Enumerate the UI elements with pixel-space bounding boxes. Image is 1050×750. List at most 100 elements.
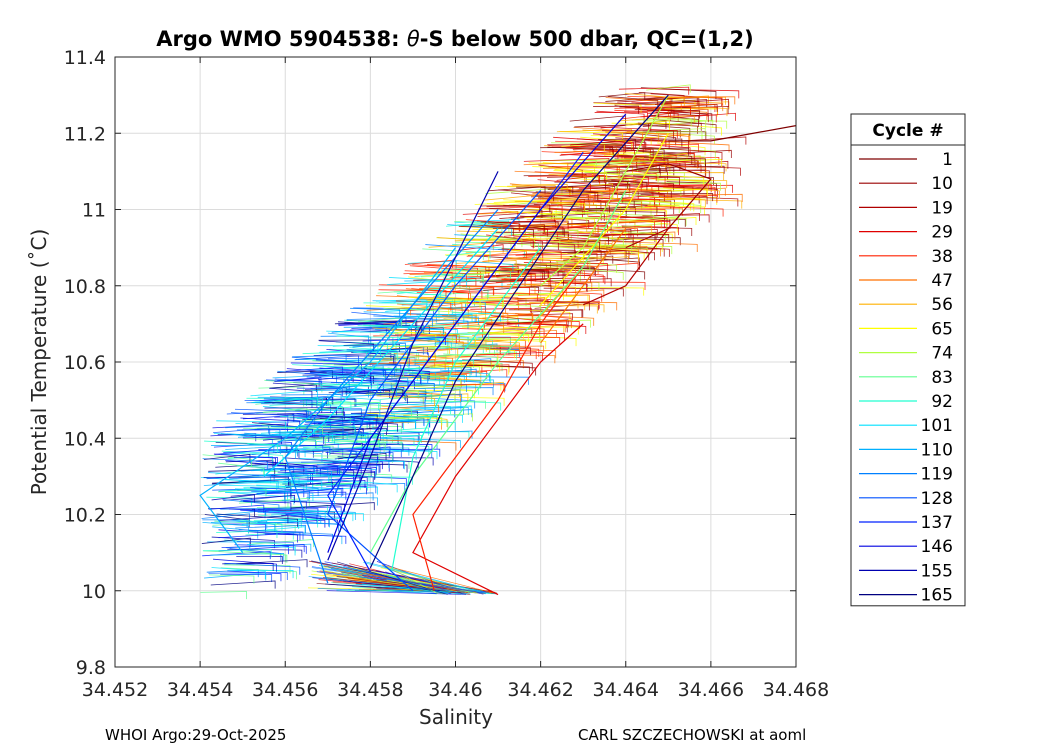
profile-segment <box>349 347 397 359</box>
profile-segment <box>408 296 481 308</box>
profile-segment <box>296 446 371 455</box>
profile-segment <box>467 331 540 343</box>
profile-segment <box>509 309 583 318</box>
profile-segment <box>236 541 294 550</box>
chart-title-prefix: Argo WMO 5904538: <box>156 27 407 51</box>
profile-segment <box>209 574 255 584</box>
profile-segment <box>427 337 487 346</box>
profile-segment <box>483 284 552 293</box>
profile-segment <box>287 513 364 522</box>
profile-segment <box>598 247 665 257</box>
profile-segment <box>202 519 248 528</box>
legend-label-165: 165 <box>921 586 953 606</box>
profile-segment <box>421 274 483 283</box>
profile-segment <box>514 263 595 276</box>
profile-segment <box>353 351 399 361</box>
profile-segment <box>403 393 463 402</box>
y-tick-label: 10.6 <box>64 352 106 374</box>
profile-segment <box>316 467 377 476</box>
profile-segment <box>290 502 375 511</box>
profile-segment <box>359 372 429 382</box>
profile-segment <box>640 114 717 123</box>
profile-segment <box>652 118 717 133</box>
profile-segment <box>634 147 716 159</box>
profile-segment <box>625 120 670 129</box>
series-line-101 <box>263 228 499 477</box>
series-line-65 <box>540 132 669 306</box>
profile-segment <box>507 320 567 329</box>
profile-segment <box>593 126 678 139</box>
legend-label-110: 110 <box>921 440 953 460</box>
profile-segment <box>235 524 306 533</box>
legend-label-10: 10 <box>931 174 953 194</box>
y-tick-label: 10 <box>82 581 106 603</box>
profile-segment <box>423 268 496 277</box>
profile-segment <box>554 181 606 190</box>
chart-title: Argo WMO 5904538: θ-S below 500 dbar, QC… <box>156 27 753 51</box>
profile-segment <box>661 182 721 191</box>
profile-segment <box>348 450 394 461</box>
profile-segment <box>590 134 652 146</box>
profile-segment <box>523 162 569 171</box>
profile-segment <box>609 147 654 157</box>
profile-segment <box>238 529 304 540</box>
axis-ticks: 34.452 34.454 34.456 34.458 34.46 34.462 34.46… <box>64 47 830 701</box>
profile-segment <box>514 170 585 183</box>
profile-segment <box>233 456 278 466</box>
profile-segment <box>461 326 524 340</box>
profile-segment <box>203 453 251 462</box>
profile-segment <box>549 188 619 200</box>
profile-segment <box>384 307 453 316</box>
footer-left: WHOI Argo:29-Oct-2025 <box>105 726 287 744</box>
profile-segment <box>310 368 385 377</box>
series-line-146 <box>327 113 627 553</box>
profile-segment <box>637 122 698 134</box>
profile-segment <box>398 405 472 414</box>
profile-segment <box>550 192 614 201</box>
legend-label-65: 65 <box>931 319 953 339</box>
profile-segment <box>282 482 340 491</box>
profile-segment <box>381 355 437 364</box>
legend-label-128: 128 <box>921 489 953 509</box>
profile-segment <box>537 201 584 210</box>
profile-segment <box>312 455 380 464</box>
profile-segment <box>247 543 296 556</box>
profile-segment <box>556 175 600 184</box>
profile-segment <box>644 205 724 217</box>
profile-segment <box>227 570 282 582</box>
profile-segment <box>569 115 626 124</box>
profile-segment <box>349 392 408 404</box>
profile-segment <box>346 349 429 361</box>
profile-segment <box>353 437 415 446</box>
profile-segment <box>451 270 527 282</box>
profile-segment <box>393 421 456 431</box>
legend-label-137: 137 <box>921 513 953 533</box>
profile-segment <box>466 253 544 262</box>
profile-segment <box>489 208 543 219</box>
profile-segment <box>243 488 314 501</box>
profile-segment <box>573 172 624 181</box>
profile-segment <box>208 571 288 581</box>
profile-segment <box>587 236 657 248</box>
profile-segment <box>646 84 691 93</box>
profile-segment <box>332 462 381 473</box>
profile-segment <box>553 211 620 221</box>
profile-segment <box>276 479 323 490</box>
profile-segment <box>292 354 347 363</box>
profile-segment <box>517 299 590 311</box>
profile-segment <box>596 144 665 158</box>
profile-segment <box>428 346 491 355</box>
y-tick-label: 11.2 <box>64 123 106 145</box>
series-line-29 <box>412 323 584 596</box>
profile-tail <box>362 574 484 594</box>
profile-segment <box>446 250 491 259</box>
profile-segment <box>225 425 269 434</box>
profile-segment <box>607 96 659 109</box>
legend-label-92: 92 <box>931 392 953 412</box>
profile-segment <box>602 130 674 139</box>
profile-segment <box>655 112 700 124</box>
profile-segment <box>309 492 374 501</box>
profile-segment <box>408 368 477 377</box>
profile-segment <box>631 131 703 140</box>
profile-segment <box>279 415 326 428</box>
